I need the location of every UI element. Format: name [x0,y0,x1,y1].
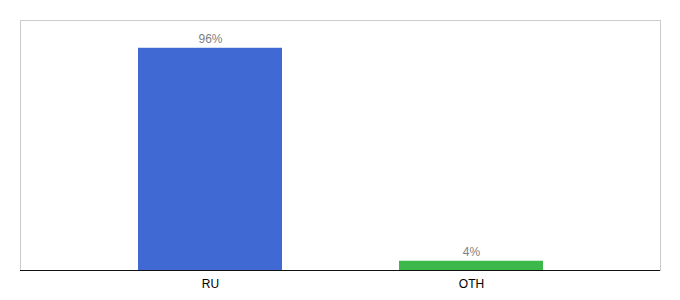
svg-text:OTH: OTH [459,277,484,291]
svg-text:RU: RU [202,277,219,291]
svg-text:96%: 96% [198,32,222,46]
svg-text:4%: 4% [463,245,481,259]
